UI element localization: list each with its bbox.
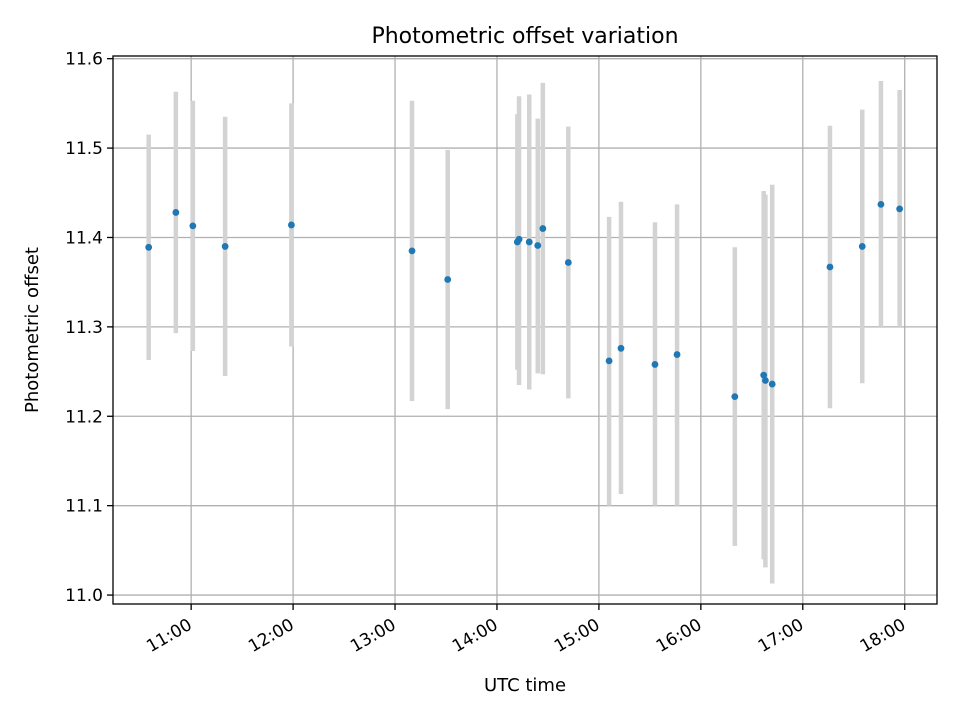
data-point: [896, 205, 904, 213]
data-point: [515, 235, 523, 243]
y-tick-label: 11.4: [65, 228, 103, 248]
x-axis-label: UTC time: [484, 675, 566, 696]
y-tick-label: 11.3: [65, 318, 103, 338]
data-point: [877, 200, 885, 208]
y-tick-label: 11.6: [65, 50, 103, 70]
y-axis-label: Photometric offset: [22, 247, 43, 413]
data-point: [189, 222, 197, 230]
y-tick-label: 11.1: [65, 497, 103, 517]
tick-layer: [107, 58, 906, 610]
data-point: [145, 243, 153, 251]
data-point: [539, 225, 547, 232]
data-point: [444, 276, 452, 283]
grid-layer: [113, 56, 937, 604]
x-tick-label: 18:00: [857, 615, 909, 657]
x-tick-label: 12:00: [245, 615, 297, 657]
data-point: [760, 371, 768, 379]
x-tick-label: 13:00: [347, 615, 399, 657]
y-tick-label: 11.0: [65, 586, 103, 606]
y-tick-label: 11.2: [65, 407, 103, 427]
data-point: [617, 344, 625, 352]
y-tick-labels: 11.0 11.1 11.2 11.3 11.4 11.5 11.6: [65, 50, 103, 606]
x-tick-label: 16:00: [653, 615, 705, 657]
data-point: [731, 393, 739, 401]
x-tick-label: 17:00: [755, 615, 807, 657]
data-point: [768, 380, 776, 388]
data-point: [651, 361, 659, 368]
data-point: [858, 243, 866, 250]
x-tick-label: 11:00: [143, 615, 195, 657]
x-tick-label: 15:00: [551, 615, 603, 657]
data-point: [221, 243, 229, 250]
data-point: [762, 377, 769, 384]
data-point: [564, 259, 572, 266]
plot-frame: [112, 55, 938, 605]
chart-title: Photometric offset variation: [371, 24, 678, 49]
y-tick-label: 11.5: [65, 139, 103, 159]
data-point: [605, 357, 613, 365]
data-point: [534, 242, 542, 249]
x-tick-labels: 11:00 12:00 13:00 14:00 15:00 16:00 17:00 18:00: [143, 615, 909, 657]
data-point: [826, 263, 834, 271]
data-point: [287, 221, 295, 229]
point-layer: [145, 200, 904, 401]
data-point: [673, 351, 681, 358]
data-point: [525, 238, 533, 246]
errorbar-layer: [146, 81, 902, 584]
x-tick-label: 14:00: [449, 615, 501, 657]
data-point: [408, 247, 416, 255]
data-point: [172, 209, 180, 216]
